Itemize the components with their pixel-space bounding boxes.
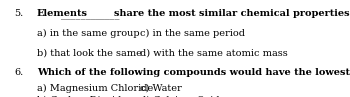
- Text: b) that look the same: b) that look the same: [37, 48, 142, 58]
- Text: b) Carbon Dioxide: b) Carbon Dioxide: [37, 96, 127, 97]
- Text: c) in the same period: c) in the same period: [140, 29, 245, 38]
- Text: c) Water: c) Water: [140, 83, 182, 92]
- Text: Elements: Elements: [37, 9, 88, 18]
- Text: ____________: ____________: [61, 11, 120, 20]
- Text: a) Magnesium Chloride: a) Magnesium Chloride: [37, 83, 153, 93]
- Text: d) Calcium Oxide: d) Calcium Oxide: [140, 96, 225, 97]
- Text: d) with the same atomic mass: d) with the same atomic mass: [140, 48, 288, 58]
- Text: 5.: 5.: [14, 9, 23, 18]
- Text: a) in the same group: a) in the same group: [37, 29, 139, 38]
- Text: share the most similar chemical properties.: share the most similar chemical properti…: [114, 9, 350, 18]
- Text: 6.: 6.: [14, 68, 23, 77]
- Text: Which of the following compounds would have the lowest melting point?: Which of the following compounds would h…: [37, 68, 350, 77]
